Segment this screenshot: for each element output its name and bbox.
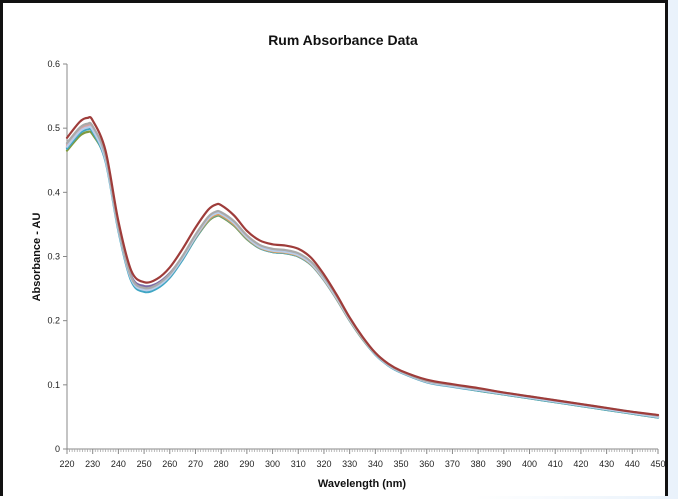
x-tick-label: 410 [548,459,563,469]
x-axis-title: Wavelength (nm) [318,478,407,490]
x-tick-label: 360 [419,459,434,469]
series-line-7 [65,123,660,418]
x-tick-label: 330 [342,459,357,469]
series-line-6 [65,122,660,417]
series-line-9 [65,121,660,417]
x-tick-label: 250 [137,459,152,469]
x-tick-label: 370 [445,459,460,469]
x-tick-label: 440 [625,459,640,469]
y-tick-label: 0.3 [47,252,60,262]
chart-svg: Rum Absorbance Data Absorbance - AU Wave… [31,32,666,490]
x-tick-label: 220 [59,459,74,469]
x-tick-label: 320 [316,459,331,469]
x-tick-label: 430 [599,459,614,469]
y-axis-title: Absorbance - AU [31,213,43,302]
x-tick-label: 310 [291,459,306,469]
x-tick-label: 380 [471,459,486,469]
x-tick-label: 340 [368,459,383,469]
series-line-2 [65,130,660,419]
series-line-4 [65,127,660,419]
series-line-1 [65,115,660,417]
y-tick-label: 0.4 [47,187,60,197]
x-tick-label: 450 [650,459,665,469]
y-tick-label: 0.5 [47,123,60,133]
x-tick-label: 390 [496,459,511,469]
x-tick-label: 400 [522,459,537,469]
x-tick-label: 290 [239,459,254,469]
x-tick-label: 300 [265,459,280,469]
axes: 0 0.1 0.2 0.3 0.4 0.5 0.6 220 230 240 250 260 270 280… [47,59,665,469]
x-tick-label: 260 [162,459,177,469]
series-group [65,115,660,419]
x-tick-label: 420 [573,459,588,469]
y-tick-label: 0.6 [47,59,60,69]
series-line-8 [65,125,660,419]
x-tick-label: 270 [188,459,203,469]
series-line-3 [65,126,660,418]
y-tick-label: 0.1 [47,380,60,390]
x-tick-label: 280 [214,459,229,469]
x-tick-label: 350 [394,459,409,469]
y-tick-label: 0 [55,444,60,454]
x-tick-label: 240 [111,459,126,469]
x-tick-label: 230 [85,459,100,469]
chart-title: Rum Absorbance Data [268,32,418,48]
series-line-5 [65,125,660,419]
chart-frame: Rum Absorbance Data Absorbance - AU Wave… [0,0,668,496]
y-tick-label: 0.2 [47,316,60,326]
